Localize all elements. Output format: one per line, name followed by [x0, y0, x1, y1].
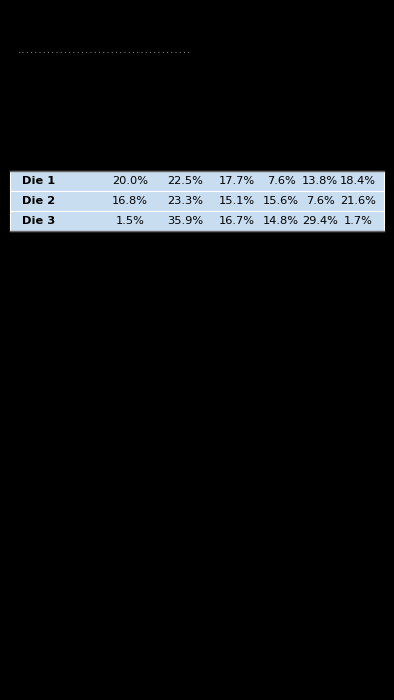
- Text: 1: 1: [126, 153, 134, 166]
- Text: 21.6%: 21.6%: [340, 196, 376, 206]
- Text: random and rolled, what is the probability of: random and rolled, what is the probabili…: [52, 288, 296, 298]
- Text: realizations: realizations: [52, 639, 115, 650]
- Text: If die 1 and 2 are selected and rolled, and: If die 1 and 2 are selected and rolled, …: [52, 486, 281, 496]
- Text: g.: g.: [28, 486, 38, 496]
- Text: probability that this sum is less than 11?: probability that this sum is less than 1…: [52, 597, 273, 607]
- Bar: [10, 191, 384, 211]
- Text: leading to an unequal probability of any number coming: leading to an unequal probability of any…: [42, 114, 364, 124]
- Text: most likely to have been chosen?: most likely to have been chosen?: [52, 427, 234, 438]
- Text: h.: h.: [28, 529, 38, 539]
- Text: probability that this sum is less than 5?: probability that this sum is less than 5…: [52, 512, 266, 522]
- Text: “loaded” meaning that they are unbalanced in some way: “loaded” meaning that they are unbalance…: [42, 99, 369, 109]
- Text: 1.5%: 1.5%: [115, 216, 145, 226]
- Text: 22.5%: 22.5%: [167, 176, 203, 186]
- Text: If one of these three dice is selected at: If one of these three dice is selected a…: [52, 274, 266, 285]
- Text: 6: 6: [354, 153, 362, 166]
- Text: up.: up.: [42, 129, 60, 139]
- Text: b.: b.: [28, 274, 38, 285]
- Text: 15.1%: 15.1%: [219, 196, 255, 206]
- Bar: [10, 171, 384, 191]
- Text: one adds their realizations, what is the: one adds their realizations, what is the: [52, 499, 264, 510]
- Text: 16.7%: 16.7%: [219, 216, 255, 226]
- Text: If die 2 and 3 are selected and rolled, and: If die 2 and 3 are selected and rolled, …: [52, 571, 281, 581]
- Text: If die 3 is rolled, what is the probability of: If die 3 is rolled, what is the probabil…: [52, 245, 279, 255]
- Text: 7.6%: 7.6%: [267, 176, 296, 186]
- Text: is the probability that the minimum of the two: is the probability that the minimum of t…: [52, 626, 305, 636]
- Text: Die 1: Die 1: [22, 176, 55, 186]
- Text: If die 1 and 2 are selected and rolled, and: If die 1 and 2 are selected and rolled, …: [52, 444, 281, 454]
- Text: a.: a.: [28, 245, 38, 255]
- Text: 7.6%: 7.6%: [306, 196, 335, 206]
- Text: probability that die 3 was rolled?: probability that die 3 was rolled?: [52, 385, 231, 395]
- Text: c.: c.: [28, 317, 37, 327]
- Text: one adds their realizations, what is the: one adds their realizations, what is the: [52, 457, 264, 467]
- Text: j.: j.: [28, 614, 34, 624]
- Text: If one of these three dice is selected at: If one of these three dice is selected a…: [52, 359, 266, 370]
- Text: random and a two is rolled, what is the: random and a two is rolled, what is the: [52, 372, 266, 382]
- Text: 16.8%: 16.8%: [112, 196, 148, 206]
- Text: The table below shows the probabilities of all realizations: The table below shows the probabilities …: [42, 71, 369, 80]
- Text: 10.: 10.: [14, 71, 34, 80]
- Text: rolling a two?: rolling a two?: [52, 258, 125, 268]
- Bar: [10, 211, 384, 231]
- Text: one adds their realizations, what is the: one adds their realizations, what is the: [52, 584, 264, 594]
- Text: If one of these three dice is selected at: If one of these three dice is selected a…: [52, 402, 266, 412]
- Text: one adds their realizations, what is the sum: one adds their realizations, what is the…: [52, 542, 291, 552]
- Text: 14.8%: 14.8%: [263, 216, 299, 226]
- Text: f.: f.: [28, 444, 35, 454]
- Text: e.: e.: [28, 402, 38, 412]
- Text: d.: d.: [28, 359, 38, 370]
- Text: 35.9%: 35.9%: [167, 216, 203, 226]
- Text: If die 1 and 2 are selected and rolled, and: If die 1 and 2 are selected and rolled, …: [52, 529, 281, 539]
- Text: 20.0%: 20.0%: [112, 176, 148, 186]
- Text: 5: 5: [316, 153, 324, 166]
- Text: 17.7%: 17.7%: [219, 176, 255, 186]
- Text: likely to appear?: likely to appear?: [52, 342, 142, 353]
- Text: Die 3: Die 3: [22, 216, 55, 226]
- Text: 13.8%: 13.8%: [302, 176, 338, 186]
- Text: 1.7%: 1.7%: [344, 216, 372, 226]
- Text: If one of these three dice is selected at: If one of these three dice is selected a…: [52, 317, 266, 327]
- Text: random and rolled, what number is the least: random and rolled, what number is the le…: [52, 330, 296, 340]
- Text: 15.6%: 15.6%: [263, 196, 299, 206]
- Text: If die 1 and 3 are selected and rolled, what: If die 1 and 3 are selected and rolled, …: [52, 614, 287, 624]
- Text: 29.4%: 29.4%: [302, 216, 338, 226]
- Text: for each of the three dice. Notice that the dice are all: for each of the three dice. Notice that …: [42, 85, 346, 95]
- Text: i.: i.: [28, 571, 34, 581]
- Text: random and a four is rolled, what die is the: random and a four is rolled, what die is…: [52, 414, 288, 424]
- Text: 2: 2: [181, 153, 189, 166]
- Text: 18.4%: 18.4%: [340, 176, 376, 186]
- Text: .........................................: ........................................…: [18, 48, 192, 55]
- Text: is that is more likely to appear?: is that is more likely to appear?: [52, 554, 224, 564]
- Text: rolling a two?: rolling a two?: [52, 300, 125, 310]
- Text: probability that this sum is 7?: probability that this sum is 7?: [52, 470, 214, 480]
- Text: 3: 3: [233, 153, 241, 166]
- Text: Die 2: Die 2: [22, 196, 55, 206]
- Text: 4: 4: [277, 153, 285, 166]
- Text: 23.3%: 23.3%: [167, 196, 203, 206]
